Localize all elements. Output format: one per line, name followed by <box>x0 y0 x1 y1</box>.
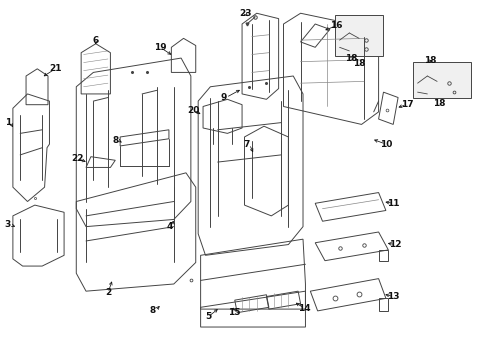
Bar <box>412 62 470 98</box>
Text: 18: 18 <box>423 57 435 66</box>
Text: 23: 23 <box>239 9 252 18</box>
Text: 4: 4 <box>166 222 172 231</box>
Text: 19: 19 <box>154 43 166 52</box>
Text: 6: 6 <box>92 36 99 45</box>
Text: 15: 15 <box>227 308 240 317</box>
Text: 2: 2 <box>104 288 111 297</box>
Text: 11: 11 <box>386 199 399 208</box>
Text: 1: 1 <box>4 118 11 127</box>
Text: 7: 7 <box>243 140 249 149</box>
Text: 18: 18 <box>352 59 365 68</box>
Text: 5: 5 <box>204 312 211 321</box>
Text: 8: 8 <box>149 306 155 315</box>
Text: 10: 10 <box>379 140 392 149</box>
Text: 20: 20 <box>187 105 200 114</box>
Text: 17: 17 <box>400 100 412 109</box>
Text: 14: 14 <box>298 303 310 312</box>
Bar <box>334 15 383 56</box>
Text: 21: 21 <box>49 64 62 73</box>
Text: 9: 9 <box>220 93 226 102</box>
Text: 18: 18 <box>432 99 445 108</box>
Text: 13: 13 <box>386 292 399 301</box>
Text: 3: 3 <box>4 220 11 229</box>
Text: 16: 16 <box>330 21 342 30</box>
Text: 8: 8 <box>113 136 119 145</box>
Text: 22: 22 <box>71 154 84 163</box>
Text: 18: 18 <box>345 54 357 63</box>
Text: 12: 12 <box>388 240 401 249</box>
